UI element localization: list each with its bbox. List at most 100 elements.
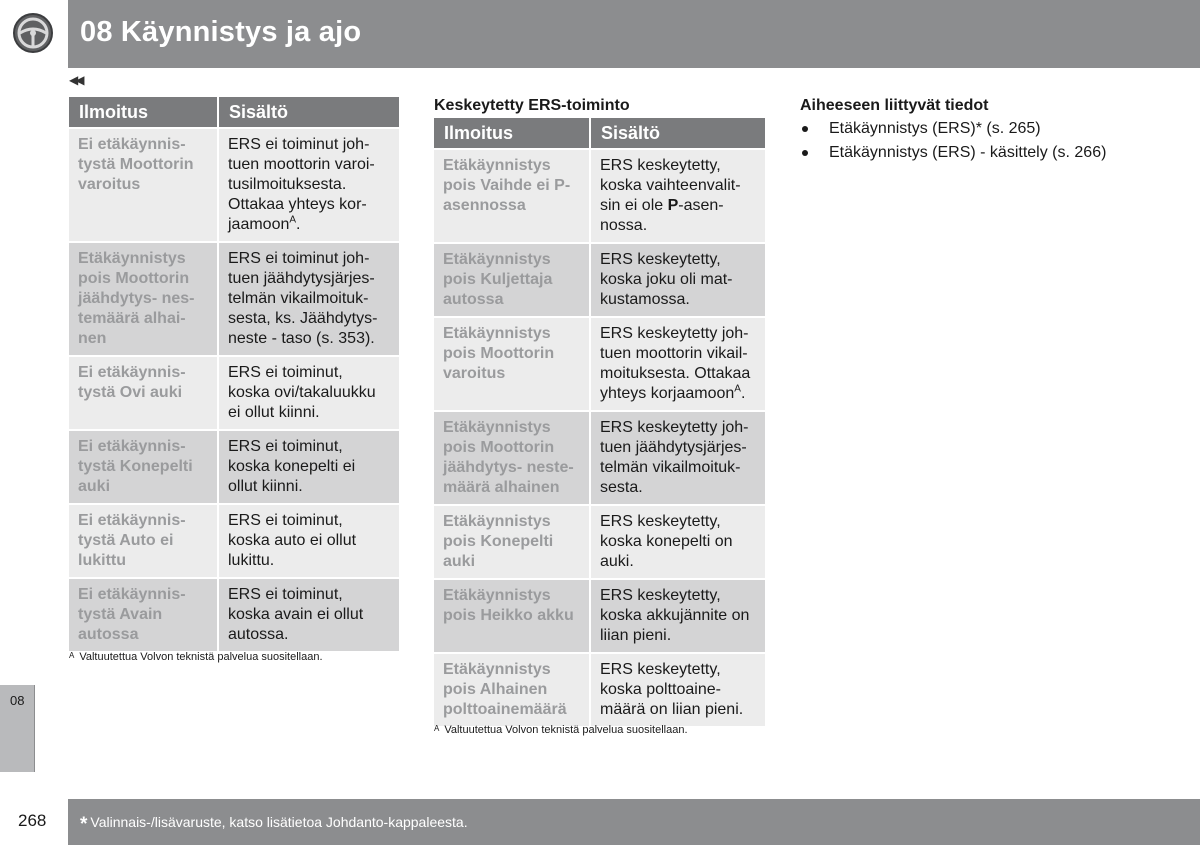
- message-cell: Ei etäkäynnis-tystä Konepelti auki: [69, 431, 219, 505]
- footnote-left: A Valtuutettua Volvon teknistä palvelua s…: [69, 651, 323, 663]
- page-number: 268: [18, 811, 47, 830]
- content-cell: ERS ei toiminut, koska auto ei ollut lukit…: [219, 505, 399, 579]
- content-cell: ERS keskeytetty, koska polttoaine-määrä o…: [591, 654, 765, 728]
- table-row: Etäkäynnistys pois Kuljettaja autossa ERS k…: [434, 244, 765, 318]
- content-cell: ERS keskeytetty, koska vaihteenvalit-sin …: [591, 150, 765, 244]
- message-text: Etäkäynnistys pois Heikko akku: [443, 587, 574, 624]
- content-cell: ERS keskeytetty, koska joku oli mat-kusta…: [591, 244, 765, 318]
- double-left-arrow-icon[interactable]: ◀◀: [69, 73, 85, 87]
- optional-star: *: [80, 814, 88, 835]
- related-link-label: Etäkäynnistys (ERS) - käsittely (s. 266): [829, 144, 1107, 161]
- column-header-message: Ilmoitus: [434, 118, 591, 150]
- header-bar: 08 Käynnistys ja ajo: [68, 0, 1200, 68]
- message-text: Ei etäkäynnis-tystä Avain autossa: [78, 586, 186, 643]
- content-text: ERS ei toiminut, koska avain ei ollut auto…: [228, 586, 364, 643]
- footnote-middle: A Valtuutettua Volvon teknistä palvelua s…: [434, 724, 688, 736]
- message-cell: Etäkäynnistys pois Moottorin jäähdytys- ne…: [69, 243, 219, 357]
- footnote-text: Valtuutettua Volvon teknistä palvelua su…: [79, 651, 323, 663]
- table-row: Ei etäkäynnis-tystä Avain autossa ERS ei t…: [69, 579, 399, 653]
- table-row: Ei etäkäynnis-tystä Auto ei lukittu ERS ei…: [69, 505, 399, 579]
- related-link-label: Etäkäynnistys (ERS)* (s. 265): [829, 120, 1041, 137]
- content-text: ERS keskeytetty, koska konepelti on auki.: [600, 513, 733, 570]
- message-cell: Etäkäynnistys pois Moottorin jäähdytys- ne…: [434, 412, 591, 506]
- content-cell: ERS ei toiminut, koska avain ei ollut auto…: [219, 579, 399, 653]
- table-row: Etäkäynnistys pois Moottorin jäähdytys- ne…: [434, 412, 765, 506]
- content-cell: ERS ei toiminut, koska konepelti ei ollut …: [219, 431, 399, 505]
- content-cell: ERS keskeytetty, koska konepelti on auki.: [591, 506, 765, 580]
- message-text: Etäkäynnistys pois Vaihde ei P-asennossa: [443, 157, 571, 214]
- table-row: Etäkäynnistys pois Moottorin varoitus ERS k…: [434, 318, 765, 412]
- content-cell: ERS ei toiminut joh-tuen moottorin varoi…: [219, 129, 399, 243]
- message-cell: Ei etäkäynnis-tystä Auto ei lukittu: [69, 505, 219, 579]
- message-text: Etäkäynnistys pois Moottorin varoitus: [443, 325, 555, 382]
- chapter-tab-label: 08: [10, 693, 25, 708]
- column-header-content: Sisältö: [219, 97, 399, 129]
- content-text: ERS ei toiminut joh-tuen moottorin varoi…: [228, 136, 375, 233]
- table-header-row: Ilmoitus Sisältö: [434, 118, 765, 150]
- message-text: Etäkäynnistys pois Konepelti auki: [443, 513, 554, 570]
- content-text: ERS ei toiminut, koska ovi/takaluukku ei o…: [228, 364, 376, 421]
- content-text: ERS keskeytetty joh-tuen moottorin vikai…: [600, 325, 751, 402]
- footnote-mark: A: [434, 724, 440, 733]
- table-row: Etäkäynnistys pois Moottorin jäähdytys- ne…: [69, 243, 399, 357]
- related-link[interactable]: Etäkäynnistys (ERS)* (s. 265): [800, 117, 1160, 141]
- content-text: ERS ei toiminut, koska konepelti ei ollut …: [228, 438, 356, 495]
- related-info: Aiheeseen liittyvät tiedot Etäkäynnistys…: [800, 97, 1160, 165]
- section-heading: Keskeytetty ERS-toiminto: [434, 97, 630, 114]
- message-text: Ei etäkäynnis-tystä Moottorin varoitus: [78, 136, 194, 193]
- message-cell: Etäkäynnistys pois Heikko akku: [434, 580, 591, 654]
- related-info-list: Etäkäynnistys (ERS)* (s. 265) Etäkäynnis…: [800, 117, 1160, 165]
- chapter-tab[interactable]: 08: [0, 685, 35, 772]
- content-cell: ERS keskeytetty, koska akkujännite on liia…: [591, 580, 765, 654]
- message-cell: Etäkäynnistys pois Konepelti auki: [434, 506, 591, 580]
- table-row: Ei etäkäynnis-tystä Konepelti auki ERS ei …: [69, 431, 399, 505]
- message-text: Etäkäynnistys pois Moottorin jäähdytys- ne…: [443, 419, 574, 496]
- footer-note-text: Valinnais-/lisävaruste, katso lisätietoa…: [90, 814, 468, 830]
- content-cell: ERS ei toiminut, koska ovi/takaluukku ei o…: [219, 357, 399, 431]
- message-cell: Ei etäkäynnis-tystä Moottorin varoitus: [69, 129, 219, 243]
- table-row: Etäkäynnistys pois Heikko akku ERS keskeyt…: [434, 580, 765, 654]
- message-text: Etäkäynnistys pois Kuljettaja autossa: [443, 251, 553, 308]
- footer-note: * Valinnais-/lisävaruste, katso lisätieto…: [80, 814, 468, 836]
- content-text: ERS keskeytetty, koska vaihteenvalit-sin …: [600, 157, 741, 234]
- bullet-icon: [802, 126, 808, 132]
- message-cell: Etäkäynnistys pois Vaihde ei P-asennossa: [434, 150, 591, 244]
- gear-position-label: P: [667, 197, 679, 214]
- message-cell: Etäkäynnistys pois Alhainen polttoainemäär…: [434, 654, 591, 728]
- content-text: ERS keskeytetty, koska akkujännite on liia…: [600, 587, 750, 644]
- warning-table-left: Ilmoitus Sisältö Ei etäkäynnis-tystä Moo…: [69, 97, 399, 653]
- related-link[interactable]: Etäkäynnistys (ERS) - käsittely (s. 266): [800, 141, 1160, 165]
- related-info-title: Aiheeseen liittyvät tiedot: [800, 97, 989, 114]
- content-text: ERS keskeytetty, koska polttoaine-määrä o…: [600, 661, 744, 718]
- table-row: Ei etäkäynnis-tystä Moottorin varoitus ERS…: [69, 129, 399, 243]
- footnote-text: Valtuutettua Volvon teknistä palvelua su…: [444, 724, 688, 736]
- table-row: Etäkäynnistys pois Vaihde ei P-asennossa E…: [434, 150, 765, 244]
- warning-table-middle: Ilmoitus Sisältö Etäkäynnistys pois Vaihd…: [434, 118, 765, 728]
- message-cell: Ei etäkäynnis-tystä Avain autossa: [69, 579, 219, 653]
- message-text: Etäkäynnistys pois Moottorin jäähdytys- ne…: [78, 250, 195, 347]
- content-text: ERS keskeytetty, koska joku oli mat-kusta…: [600, 251, 733, 308]
- footnote-mark: A: [69, 651, 75, 660]
- footnote-reference[interactable]: A: [289, 214, 297, 226]
- column-header-message: Ilmoitus: [69, 97, 219, 129]
- message-cell: Ei etäkäynnis-tystä Ovi auki: [69, 357, 219, 431]
- table-row: Ei etäkäynnis-tystä Ovi auki ERS ei toimi…: [69, 357, 399, 431]
- message-cell: Etäkäynnistys pois Moottorin varoitus: [434, 318, 591, 412]
- content-cell: ERS ei toiminut joh-tuen jäähdytysjärjes…: [219, 243, 399, 357]
- footer-bar: * Valinnais-/lisävaruste, katso lisätieto…: [68, 799, 1200, 845]
- column-header-content: Sisältö: [591, 118, 765, 150]
- table-row: Etäkäynnistys pois Konepelti auki ERS keske…: [434, 506, 765, 580]
- content-cell: ERS keskeytetty joh-tuen jäähdytysjärjes…: [591, 412, 765, 506]
- content-cell: ERS keskeytetty joh-tuen moottorin vikai…: [591, 318, 765, 412]
- chapter-title: 08 Käynnistys ja ajo: [80, 16, 362, 48]
- table-header-row: Ilmoitus Sisältö: [69, 97, 399, 129]
- content-text: ERS ei toiminut, koska auto ei ollut lukit…: [228, 512, 357, 569]
- message-text: Ei etäkäynnis-tystä Ovi auki: [78, 364, 186, 401]
- footnote-reference[interactable]: A: [734, 383, 741, 395]
- steering-wheel-icon: [13, 13, 53, 53]
- message-text: Ei etäkäynnis-tystä Auto ei lukittu: [78, 512, 186, 569]
- bullet-icon: [802, 150, 808, 156]
- message-cell: Etäkäynnistys pois Kuljettaja autossa: [434, 244, 591, 318]
- message-text: Etäkäynnistys pois Alhainen polttoainemäär…: [443, 661, 567, 718]
- page-header: 08 Käynnistys ja ajo: [0, 0, 1200, 68]
